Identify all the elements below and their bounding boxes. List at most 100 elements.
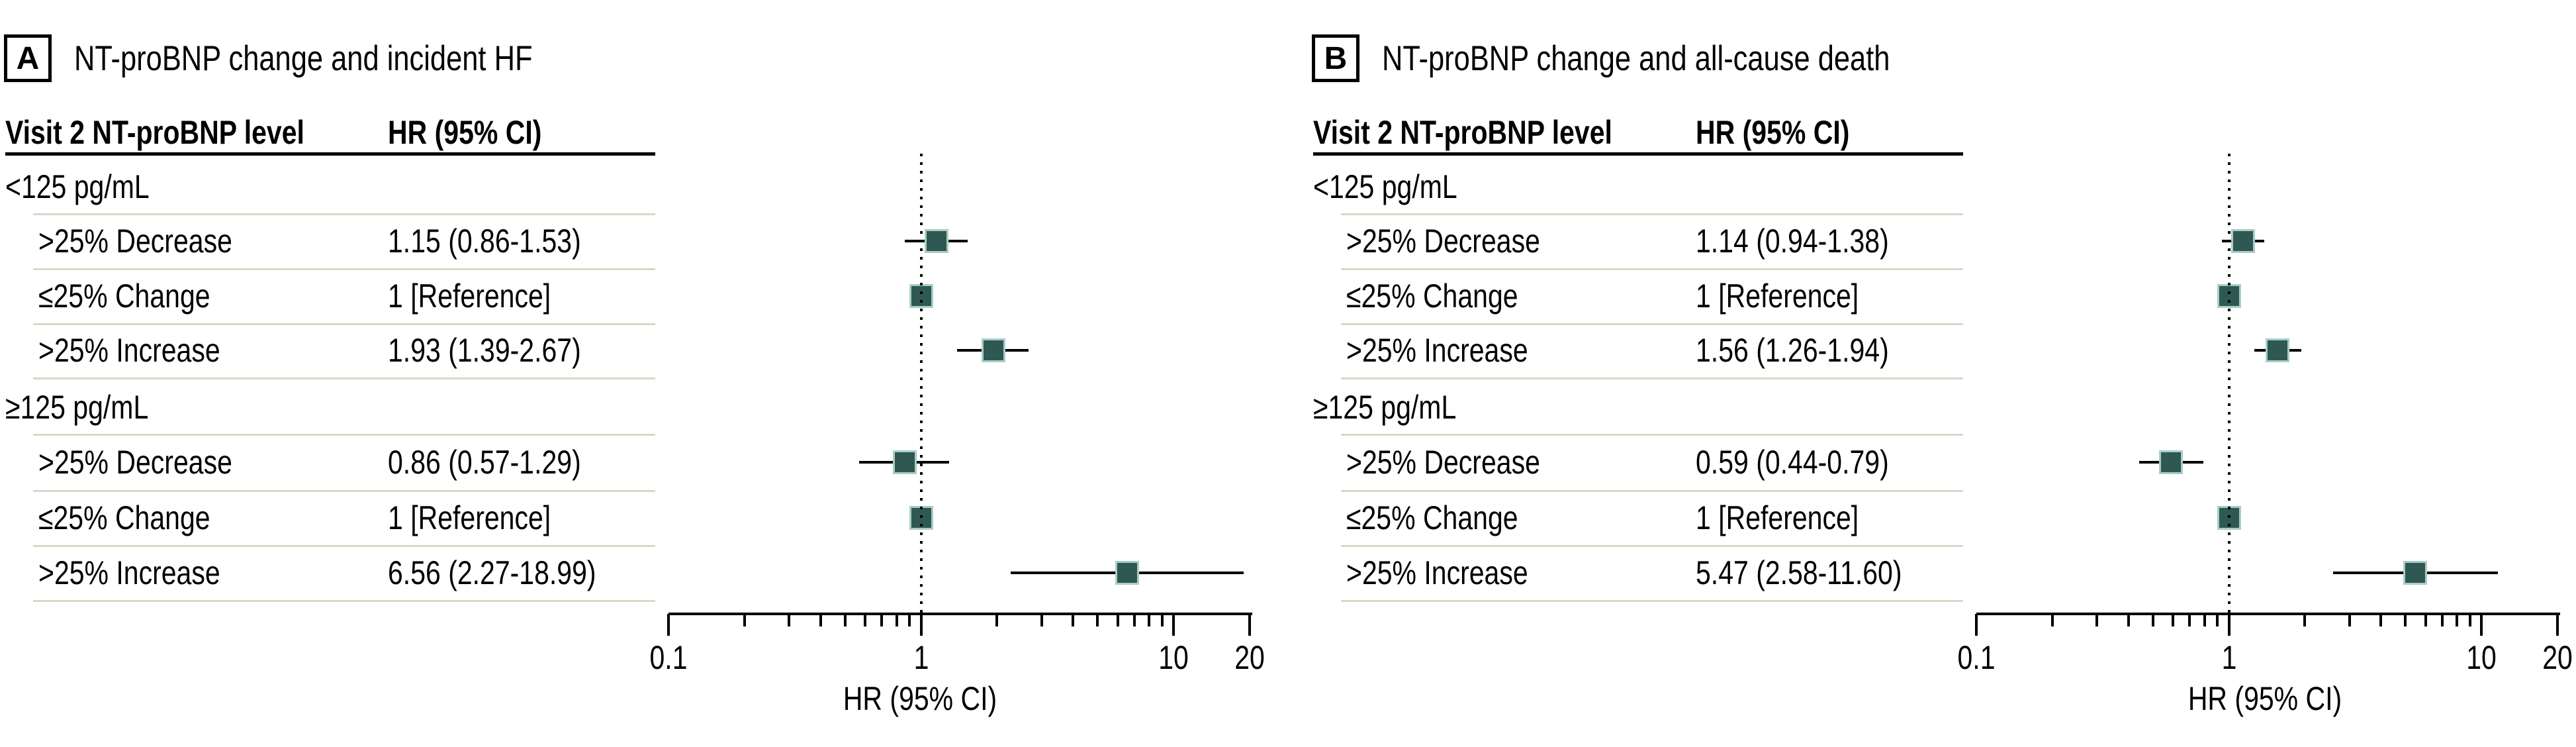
axis-title: HR (95% CI) <box>2187 680 2342 717</box>
axis-minor-tick <box>843 614 847 626</box>
row-separator <box>33 377 655 379</box>
axis-major-tick <box>1172 614 1175 636</box>
row-label: ≤25% Change <box>38 277 210 315</box>
row-separator <box>1341 213 1963 215</box>
forest-marker <box>2159 450 2184 474</box>
table-col2-header: HR (95% CI) <box>1696 114 1850 151</box>
x-axis-line <box>1976 613 2561 615</box>
panel-a-label-box: A <box>4 34 52 82</box>
row-hr-value: 0.59 (0.44-0.79) <box>1696 444 1889 481</box>
axis-tick-label: 0.1 <box>649 639 688 676</box>
axis-minor-tick <box>788 614 791 626</box>
axis-tick-label: 1 <box>913 639 929 676</box>
axis-major-tick <box>2556 614 2559 636</box>
axis-major-tick <box>2227 614 2231 636</box>
axis-tick-label: 10 <box>1158 639 1189 676</box>
axis-minor-tick <box>1040 614 1043 626</box>
forest-marker <box>924 229 948 253</box>
x-axis-line <box>668 613 1253 615</box>
axis-minor-tick <box>2188 614 2191 626</box>
row-separator <box>33 323 655 325</box>
axis-minor-tick <box>1148 614 1151 626</box>
axis-minor-tick <box>1116 614 1119 626</box>
row-hr-value: 1.15 (0.86-1.53) <box>388 223 581 260</box>
row-separator <box>1341 377 1963 379</box>
axis-minor-tick <box>2379 614 2383 626</box>
row-label: >25% Increase <box>38 332 220 369</box>
axis-title: HR (95% CI) <box>843 680 997 717</box>
row-label: ≤25% Change <box>38 499 210 536</box>
axis-tick-label: 1 <box>2221 639 2236 676</box>
row-hr-value: 0.86 (0.57-1.29) <box>388 444 581 481</box>
group-label: <125 pg/mL <box>5 168 150 205</box>
panel-a-title: NT-proBNP change and incident HF <box>74 39 533 78</box>
axis-minor-tick <box>2095 614 2099 626</box>
axis-tick-label: 20 <box>2542 639 2573 676</box>
table-header-rule <box>5 152 655 156</box>
forest-marker <box>2266 338 2290 362</box>
row-separator <box>1341 545 1963 547</box>
panel-b: B NT-proBNP change and all-cause death V… <box>1308 0 2576 747</box>
row-hr-value: 1 [Reference] <box>388 499 551 536</box>
group-label: <125 pg/mL <box>1313 168 1457 205</box>
axis-minor-tick <box>2303 614 2307 626</box>
row-hr-value: 1.14 (0.94-1.38) <box>1696 223 1889 260</box>
axis-minor-tick <box>880 614 884 626</box>
row-hr-value: 1 [Reference] <box>1696 277 1859 315</box>
row-label: ≤25% Change <box>1346 499 1518 536</box>
row-separator <box>1341 490 1963 492</box>
axis-minor-tick <box>2404 614 2407 626</box>
axis-minor-tick <box>2424 614 2427 626</box>
row-label: ≤25% Change <box>1346 277 1518 315</box>
panel-b-label: B <box>1324 40 1348 76</box>
axis-minor-tick <box>908 614 911 626</box>
row-separator <box>1341 268 1963 270</box>
axis-minor-tick <box>1133 614 1136 626</box>
axis-major-tick <box>1248 614 1252 636</box>
axis-tick-label: 10 <box>2466 639 2497 676</box>
axis-minor-tick <box>2050 614 2054 626</box>
row-label: >25% Increase <box>1346 332 1528 369</box>
row-hr-value: 5.47 (2.58-11.60) <box>1696 554 1902 591</box>
row-separator <box>33 600 655 602</box>
axis-minor-tick <box>2151 614 2154 626</box>
row-label: >25% Increase <box>1346 554 1528 591</box>
reference-line <box>2227 154 2231 614</box>
axis-minor-tick <box>895 614 898 626</box>
table-header-rule <box>1313 152 1963 156</box>
axis-minor-tick <box>819 614 822 626</box>
panel-a-label: A <box>16 40 40 76</box>
row-label: >25% Decrease <box>1346 223 1540 260</box>
axis-major-tick <box>2480 614 2483 636</box>
forest-marker <box>981 338 1005 362</box>
axis-minor-tick <box>743 614 746 626</box>
axis-major-tick <box>919 614 923 636</box>
row-separator <box>1341 600 1963 602</box>
row-separator <box>33 268 655 270</box>
axis-minor-tick <box>2171 614 2174 626</box>
row-hr-value: 1.56 (1.26-1.94) <box>1696 332 1889 369</box>
row-separator <box>1341 434 1963 436</box>
forest-marker <box>892 450 917 474</box>
axis-tick-label: 20 <box>1234 639 1265 676</box>
axis-minor-tick <box>1072 614 1075 626</box>
axis-minor-tick <box>2127 614 2130 626</box>
row-hr-value: 1 [Reference] <box>388 277 551 315</box>
row-label: >25% Increase <box>38 554 220 591</box>
axis-minor-tick <box>2468 614 2471 626</box>
axis-minor-tick <box>2441 614 2444 626</box>
row-hr-value: 1 [Reference] <box>1696 499 1859 536</box>
row-separator <box>1341 323 1963 325</box>
row-hr-value: 6.56 (2.27-18.99) <box>388 554 596 591</box>
table-col1-header: Visit 2 NT-proBNP level <box>1313 114 1612 151</box>
row-label: >25% Decrease <box>38 444 232 481</box>
axis-major-tick <box>1975 614 1978 636</box>
axis-major-tick <box>667 614 670 636</box>
panel-b-label-box: B <box>1312 34 1359 82</box>
reference-line <box>919 154 923 614</box>
axis-minor-tick <box>2216 614 2219 626</box>
axis-tick-label: 0.1 <box>1957 639 1996 676</box>
forest-marker <box>2403 561 2428 585</box>
group-label: ≥125 pg/mL <box>1313 389 1457 426</box>
